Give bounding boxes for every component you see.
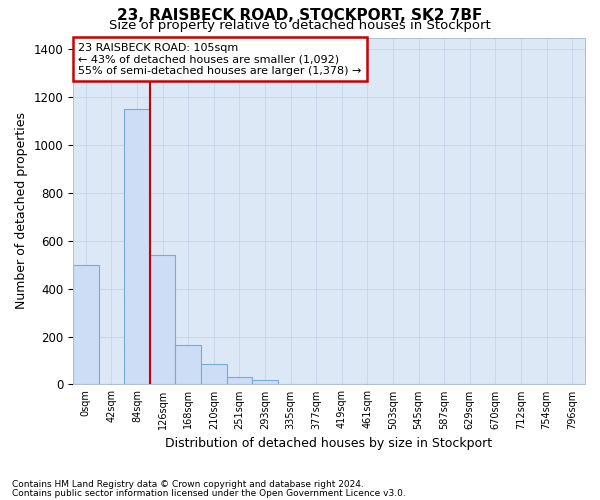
Text: Contains HM Land Registry data © Crown copyright and database right 2024.: Contains HM Land Registry data © Crown c… bbox=[12, 480, 364, 489]
Bar bbox=[73, 265, 98, 384]
X-axis label: Distribution of detached houses by size in Stockport: Distribution of detached houses by size … bbox=[166, 437, 493, 450]
Bar bbox=[175, 345, 201, 385]
Bar bbox=[252, 380, 278, 384]
Bar bbox=[150, 255, 175, 384]
Bar bbox=[124, 110, 150, 384]
Text: 23 RAISBECK ROAD: 105sqm
← 43% of detached houses are smaller (1,092)
55% of sem: 23 RAISBECK ROAD: 105sqm ← 43% of detach… bbox=[78, 42, 362, 76]
Text: Contains public sector information licensed under the Open Government Licence v3: Contains public sector information licen… bbox=[12, 488, 406, 498]
Y-axis label: Number of detached properties: Number of detached properties bbox=[15, 112, 28, 310]
Bar bbox=[227, 378, 252, 384]
Text: 23, RAISBECK ROAD, STOCKPORT, SK2 7BF: 23, RAISBECK ROAD, STOCKPORT, SK2 7BF bbox=[118, 8, 482, 22]
Bar bbox=[201, 364, 227, 384]
Text: Size of property relative to detached houses in Stockport: Size of property relative to detached ho… bbox=[109, 18, 491, 32]
